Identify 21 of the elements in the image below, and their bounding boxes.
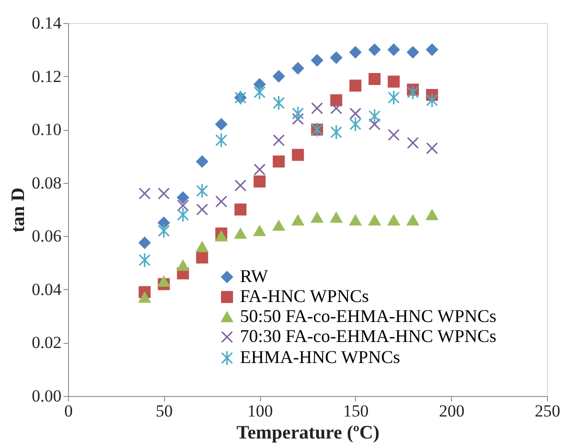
x-tick-label: 200 — [438, 402, 464, 420]
y-tick-label: 0.12 — [32, 66, 62, 86]
y-tick-label: 0.08 — [32, 173, 62, 192]
legend-label: 50:50 FA-co-EHMA-HNC WPNCs — [240, 306, 496, 326]
legend-label: RW — [240, 266, 268, 286]
y-tick-label: 0.14 — [32, 14, 62, 32]
x-axis-title: Temperature (ºC) — [236, 422, 380, 444]
x-tick-label: 50 — [156, 402, 173, 420]
y-tick-label: 0.00 — [32, 386, 62, 406]
y-tick-label: 0.02 — [32, 333, 62, 352]
x-tick-label: 150 — [343, 402, 369, 420]
x-tick-label: 0 — [64, 402, 73, 420]
x-tick-label: 100 — [247, 402, 273, 420]
legend-label: EHMA-HNC WPNCs — [240, 347, 400, 367]
x-tick-label: 250 — [534, 402, 560, 420]
y-axis-title: tan D — [8, 188, 29, 232]
legend-label: 70:30 FA-co-EHMA-HNC WPNCs — [240, 326, 496, 346]
y-tick-label: 0.10 — [32, 120, 62, 140]
y-tick-label: 0.06 — [32, 226, 62, 246]
legend-label: FA-HNC WPNCs — [240, 286, 369, 306]
y-tick-label: 0.04 — [32, 280, 62, 299]
